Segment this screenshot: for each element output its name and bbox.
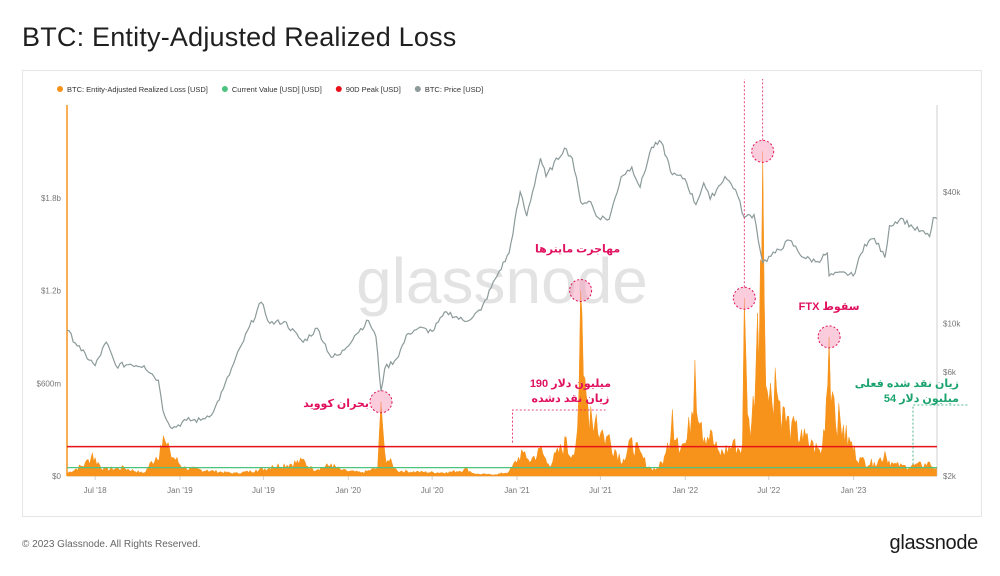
miner-migration-marker (569, 279, 593, 302)
x-tick-label: Jan '22 (672, 486, 698, 495)
x-tick-label: Jul '20 (421, 486, 444, 495)
ftx-crash-marker (817, 325, 841, 349)
y-left-tick-label: $600m (37, 379, 62, 388)
chart-title: BTC: Entity-Adjusted Realized Loss (22, 22, 457, 52)
x-tick-label: Jul '19 (252, 486, 275, 495)
x-tick-label: Jan '21 (504, 486, 530, 495)
legend-label: Current Value [USD] [USD] (232, 85, 322, 94)
peak-loss-leader-line (512, 409, 606, 443)
chart-svg: glassnode $0 $600m $1.2b $1.8b $2k $6k $10k $40k… (37, 56, 969, 495)
y-right-tick-label: $40k (943, 188, 961, 197)
legend-label: BTC: Price [USD] (425, 85, 483, 94)
current-loss-leader-line (912, 404, 969, 465)
current-loss-label-line2: 54 میلیون دلار (884, 393, 959, 405)
x-tick-label: Jul '21 (589, 486, 612, 495)
y-left-tick-label: $1.8b (41, 194, 62, 203)
luna-crash-marker-2 (751, 139, 775, 163)
legend-marker (57, 86, 63, 92)
brand-logo: glassnode (889, 532, 979, 554)
legend-marker (221, 86, 228, 92)
y-right-tick-label: $10k (943, 319, 961, 328)
ftx-crash-label: FTX سقوط (799, 301, 860, 313)
y-right-tick-label: $6k (943, 368, 957, 377)
legend-marker (414, 86, 421, 92)
peak-loss-label-line2: زیان نقد دشده (532, 393, 610, 405)
copyright-text: © 2023 Glassnode. All Rights Reserved. (22, 539, 201, 550)
peak-loss-label-line1: 190 میلیون دلار (530, 378, 611, 390)
y-left-tick-label: $1.2b (41, 287, 62, 296)
y-left-tick-label: $0 (52, 472, 61, 481)
btc-price-line (66, 139, 938, 430)
miner-migration-label: مهاجرت ماینرها (535, 244, 620, 256)
covid-crash-label: بحران کووید (303, 398, 369, 410)
realized-loss-area (66, 151, 937, 477)
watermark: glassnode (356, 245, 648, 317)
legend-label: BTC: Entity-Adjusted Realized Loss [USD] (67, 85, 208, 94)
x-tick-label: Jan '20 (335, 486, 361, 495)
x-tick-label: Jan '23 (841, 486, 867, 495)
covid-crash-marker (369, 390, 393, 414)
legend-label: 90D Peak [USD] (346, 85, 401, 94)
current-loss-label-line1: زیان نقد شده فعلی (855, 378, 959, 390)
luna-crash-marker-1 (732, 286, 756, 310)
legend-marker (335, 86, 342, 92)
x-tick-label: Jul '22 (757, 486, 780, 495)
chart-frame: glassnode $0 $600m $1.2b $1.8b $2k $6k $10k $40k… (22, 56, 982, 517)
y-right-tick-label: $2k (943, 472, 957, 481)
x-tick-label: Jan '19 (167, 486, 193, 495)
x-tick-label: Jul '18 (84, 486, 107, 495)
